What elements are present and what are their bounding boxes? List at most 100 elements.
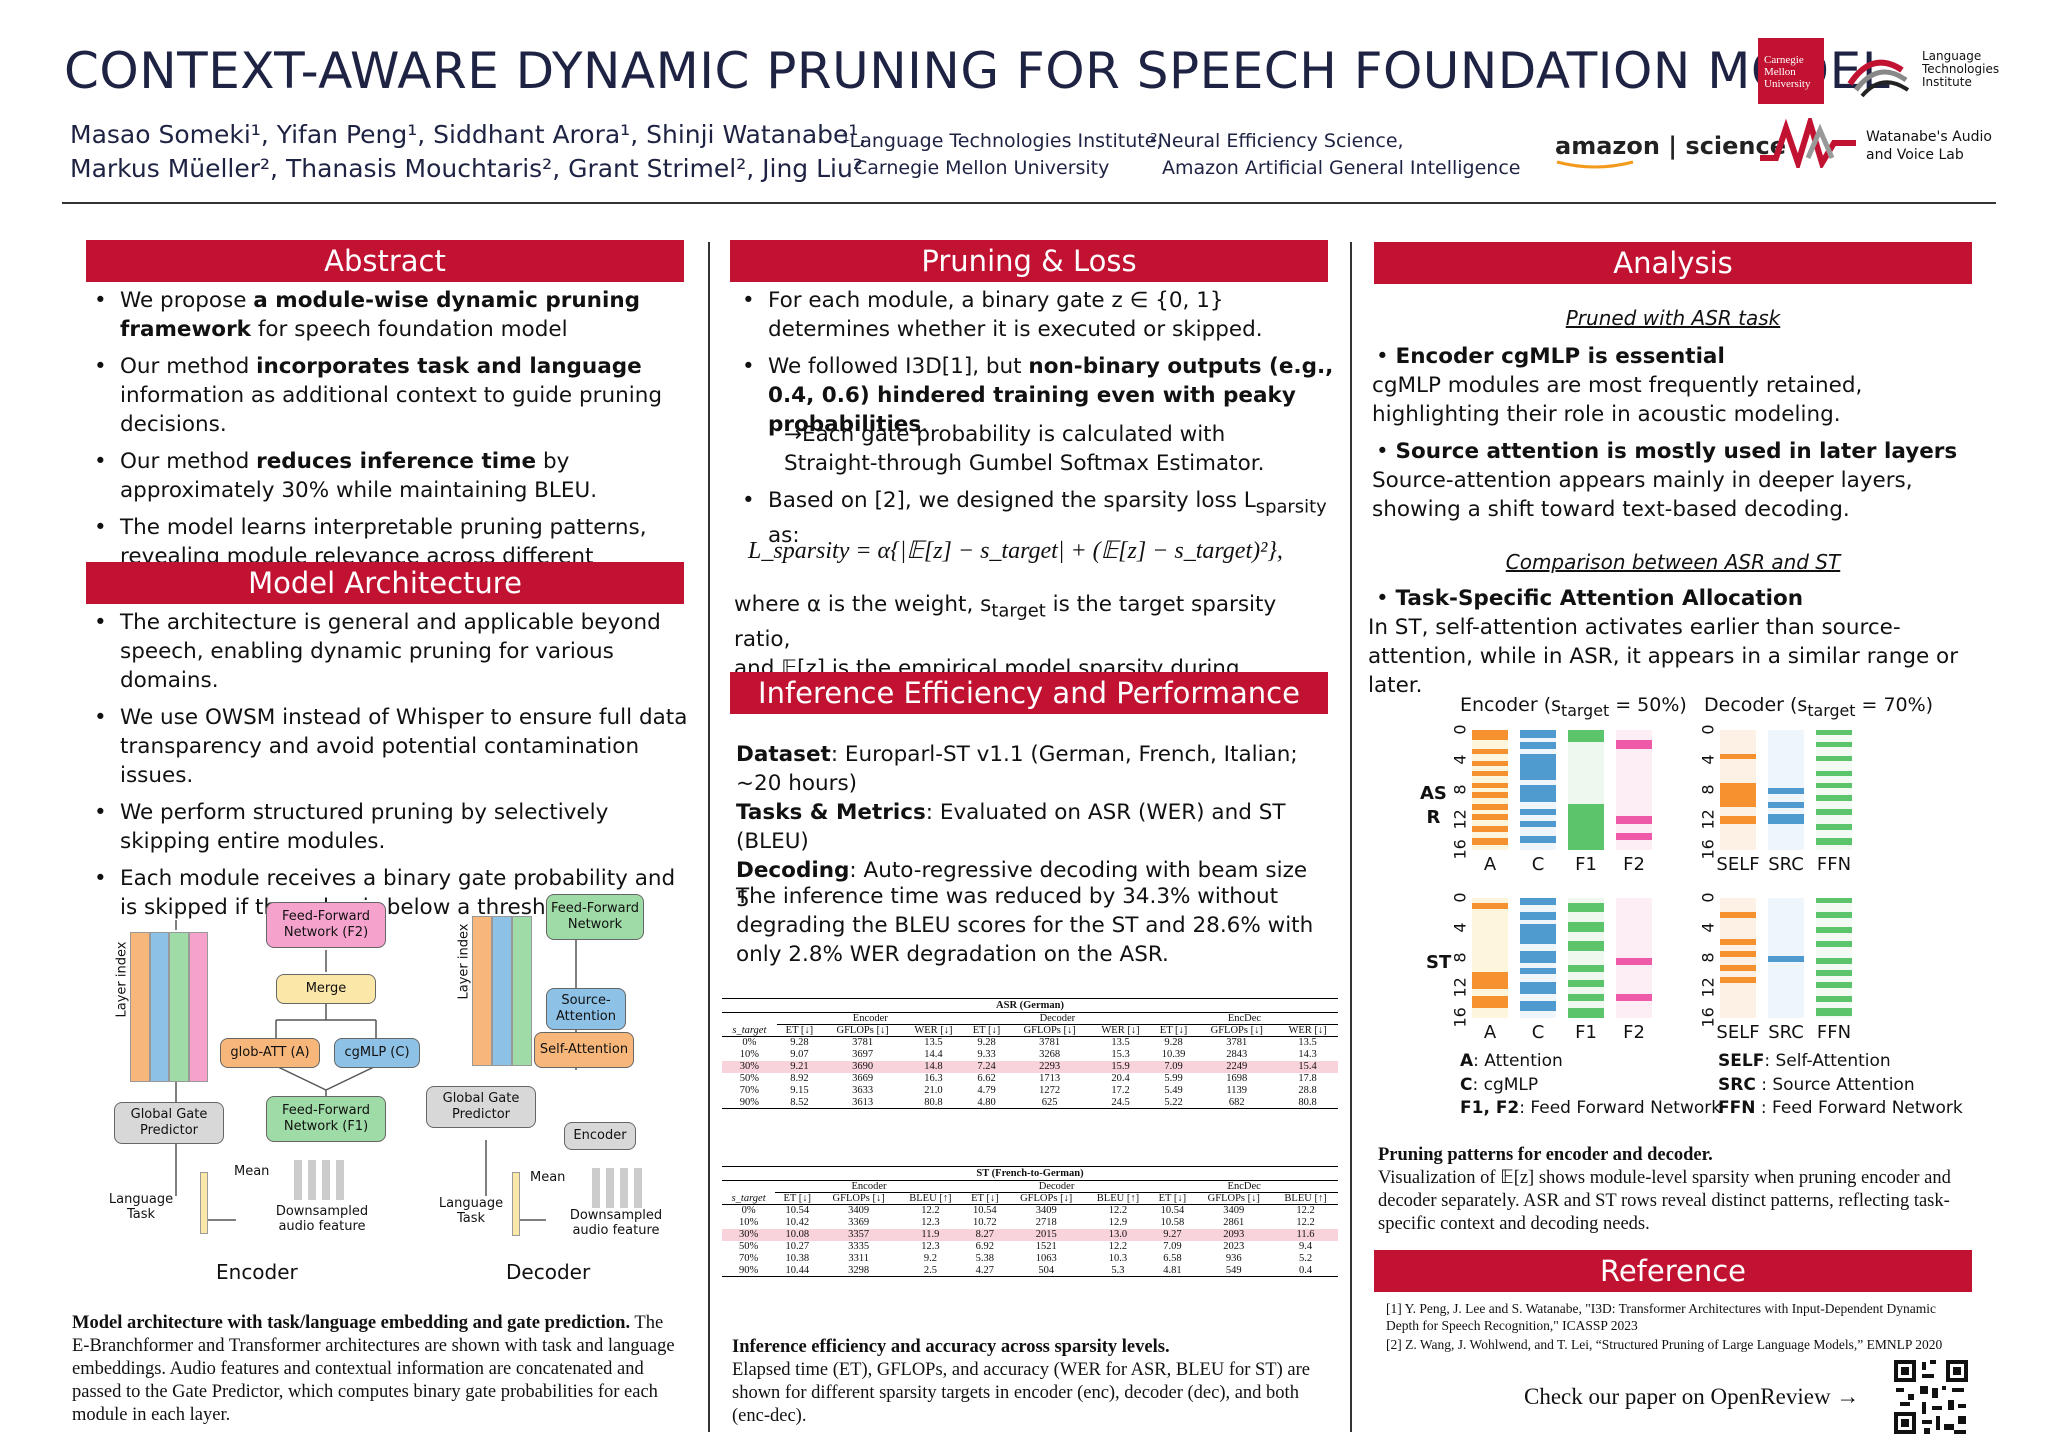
table-cell: 549 xyxy=(1194,1264,1274,1277)
dec-layer-index-label: Layer index xyxy=(456,923,472,1000)
table-row: 30% 9.21 3690 14.8 7.24 2293 15.9 7.09 2249 15.4 xyxy=(722,1060,1338,1073)
heatmap-bar-self xyxy=(1720,965,1756,972)
heatmap-bar-a xyxy=(1472,730,1508,740)
heatmap-bar-c xyxy=(1520,982,1556,994)
table-group-row: Encoder Decoder EncDec xyxy=(722,1012,1338,1025)
table-title: ST (French-to-German) xyxy=(722,1166,1338,1181)
table-cell: 10% xyxy=(738,1217,759,1228)
amazon-smile-icon xyxy=(1556,160,1634,169)
table-cell: 4.79 xyxy=(977,1085,996,1096)
table-cell: 3357 xyxy=(848,1229,870,1240)
heatmap-bar-ffn xyxy=(1816,809,1852,816)
table-cell: 11.9 xyxy=(921,1229,940,1240)
table-cell: 50% xyxy=(739,1073,759,1084)
heatmap-x-label: C xyxy=(1531,854,1545,875)
dec-title-sub: target xyxy=(1807,700,1856,720)
table-cell: 30% xyxy=(739,1061,759,1072)
heatmap-bar-ffn xyxy=(1816,958,1852,964)
analysis-sub2: Comparison between ASR and ST xyxy=(1505,550,1841,574)
table-cell: 9.27 xyxy=(1163,1229,1182,1240)
table-cell: 12.9 xyxy=(1108,1217,1128,1228)
legend-key: FFN xyxy=(1718,1098,1756,1118)
table-group-cell: Decoder xyxy=(963,1012,1151,1025)
table-cell: 5.22 xyxy=(1150,1096,1197,1109)
abstract-item: We propose a module-wise dynamic pruning… xyxy=(86,286,696,344)
table-header-cell: WER [↓] xyxy=(1090,1024,1151,1037)
table-cell: 13.5 xyxy=(1111,1037,1130,1049)
table-header-cell: WER [↓] xyxy=(903,1024,964,1037)
architecture-caption-text: The E-Branchformer and Transformer archi… xyxy=(72,1313,675,1425)
heatmap-x-label: FFN xyxy=(1816,854,1852,875)
table-cell: 3690 xyxy=(852,1061,874,1072)
table-cell: 3409 xyxy=(848,1205,870,1217)
analysis-caption-text: Visualization of 𝔼[z] shows module-level… xyxy=(1378,1168,1951,1234)
table-cell: 9.2 xyxy=(923,1253,937,1264)
tasks-text: : Evaluated on ASR (WER) and ST (BLEU) xyxy=(736,800,1286,854)
table-cell: 9.28 xyxy=(1164,1037,1183,1049)
heatmap-bar-f2 xyxy=(1616,816,1652,824)
table-header-cell: GFLOPs [↓] xyxy=(822,1024,904,1037)
table-cell: 12.2 xyxy=(921,1205,940,1217)
table-group-cell: Encoder xyxy=(775,1180,963,1193)
heatmap-bar-self xyxy=(1720,950,1756,957)
table-cell: 1272 xyxy=(1039,1085,1061,1096)
asr-table-wrap: ASR (German) Encoder Decoder EncDec s_target… xyxy=(722,998,1338,1109)
table-header-cell: GFLOPs [↓] xyxy=(819,1192,898,1205)
analysis-t3: In ST, self-attention activates earlier … xyxy=(1368,615,1959,698)
analysis-t1: cgMLP modules are most frequently retain… xyxy=(1372,373,1863,427)
analysis-heading: Analysis xyxy=(1374,242,1972,284)
table-cell: 15.3 xyxy=(1111,1049,1130,1060)
tasks-label: Tasks & Metrics xyxy=(736,800,926,825)
table-cell: 6.62 xyxy=(977,1073,996,1084)
heatmap-bar-c xyxy=(1520,967,1556,974)
table-cell: 10.72 xyxy=(973,1217,997,1228)
table-cell: 10.42 xyxy=(785,1217,810,1228)
heatmap-bar-f1 xyxy=(1568,922,1604,932)
table-cell: 12.3 xyxy=(921,1217,940,1228)
table-cell: 0% xyxy=(741,1205,756,1217)
heatmap-bar-c xyxy=(1520,742,1556,750)
dec-language-task-label: Language Task xyxy=(438,1196,504,1226)
heatmap-x-label: SELF xyxy=(1716,1022,1760,1043)
table-cell: 5.2 xyxy=(1298,1253,1313,1264)
table-cell: 682 xyxy=(1196,1096,1278,1109)
table-cell: 3409 xyxy=(1035,1205,1057,1217)
table-cell: 10.54 xyxy=(785,1205,810,1217)
merge-box: Merge xyxy=(276,974,376,1004)
enc-language-task-label: Language Task xyxy=(108,1192,174,1222)
legend-ffn: FFN : Feed Forward Network xyxy=(1718,1097,1963,1121)
pruning-item-text: We followed I3D[1], but xyxy=(768,354,1029,379)
poster-title: CONTEXT-AWARE DYNAMIC PRUNING FOR SPEECH… xyxy=(64,42,1891,100)
wavlab-logo-icon xyxy=(1760,118,1856,168)
heatmap-bar-f2 xyxy=(1616,994,1652,1002)
dec-context-vector xyxy=(512,1172,520,1236)
decoder-layer-stack xyxy=(472,916,532,1066)
table-row: 0% 10.54 3409 12.2 10.54 3409 12.2 10.54 3409 12.… xyxy=(722,1205,1338,1217)
heatmap-x-label: F2 xyxy=(1623,1022,1645,1043)
table-cell: 3669 xyxy=(852,1073,874,1084)
heatmap-bar-f1 xyxy=(1568,965,1604,973)
legend-src: SRC : Source Attention xyxy=(1718,1074,1963,1098)
abstract-heading: Abstract xyxy=(86,240,684,282)
legend-value: : cgMLP xyxy=(1472,1074,1539,1095)
abstract-item-text: We propose xyxy=(120,288,254,313)
heatmap-x-label: C xyxy=(1531,1022,1545,1043)
heatmap-canvas: 0 4 8 12 16 A C F1 F2 0 4 8 12 16 SELF SRC FFN 0 4 8 12 16 A C F… xyxy=(1420,690,1980,1043)
heatmap-bar-ffn xyxy=(1816,898,1852,903)
table-cell: 3335 xyxy=(848,1241,870,1252)
analysis-t2: Source-attention appears mainly in deepe… xyxy=(1372,468,1913,522)
table-cell: 12.2 xyxy=(1108,1205,1128,1217)
table-title-row: ST (French-to-German) xyxy=(722,1166,1338,1181)
table-cell: 10.58 xyxy=(1160,1217,1185,1228)
table-cell: 90% xyxy=(722,1096,777,1109)
table-cell: 30% xyxy=(738,1229,759,1240)
table-cell: 10.54 xyxy=(1160,1205,1185,1217)
analysis-block-1: • Encoder cgMLP is essential cgMLP modul… xyxy=(1372,342,1976,524)
openreview-link[interactable]: Check our paper on OpenReview → xyxy=(1524,1384,1860,1409)
heatmap-x-label: F1 xyxy=(1575,1022,1597,1043)
qr-code-icon[interactable] xyxy=(1892,1358,1970,1436)
heatmap-bar-c xyxy=(1520,1001,1556,1011)
heatmap-bar-a xyxy=(1472,826,1508,832)
heatmap-column-a xyxy=(1472,730,1508,850)
dec-ffn-box: Feed-Forward Network xyxy=(546,894,644,940)
